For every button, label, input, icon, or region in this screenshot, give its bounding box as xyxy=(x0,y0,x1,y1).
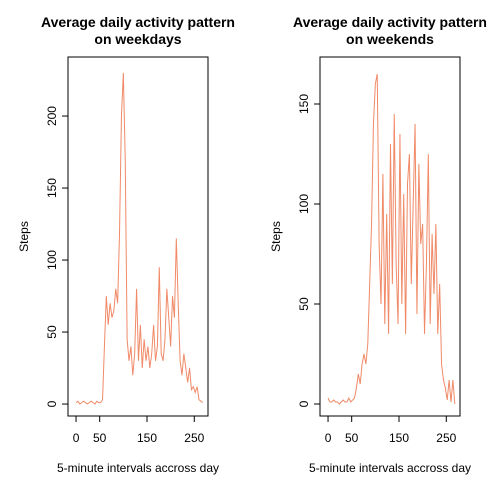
y-tick-label: 0 xyxy=(45,400,59,407)
x-tick-label: 250 xyxy=(436,431,456,445)
x-tick-label: 50 xyxy=(93,431,107,445)
y-tick-label: 150 xyxy=(297,94,311,114)
y-axis-label: Steps xyxy=(17,221,31,252)
x-axis-label: 5-minute intervals accross day xyxy=(309,461,471,475)
y-tick-label: 100 xyxy=(297,194,311,214)
y-tick-label: 0 xyxy=(297,400,311,407)
y-tick-label: 200 xyxy=(45,106,59,126)
x-axis-label: 5-minute intervals accross day xyxy=(57,461,219,475)
chart-title: Average daily activity pattern on weekend… xyxy=(293,14,487,47)
y-tick-label: 50 xyxy=(45,325,59,339)
data-line xyxy=(327,73,456,405)
x-tick-label: 150 xyxy=(137,431,157,445)
x-tick-label: 250 xyxy=(184,431,204,445)
x-tick-label: 0 xyxy=(73,431,80,445)
y-tick-label: 50 xyxy=(297,297,311,311)
y-tick-label: 100 xyxy=(45,250,59,270)
y-tick-label: 150 xyxy=(45,178,59,198)
x-tick-label: 50 xyxy=(345,431,359,445)
y-axis-label: Steps xyxy=(269,221,283,252)
plot-box xyxy=(67,56,209,417)
x-tick-label: 0 xyxy=(325,431,332,445)
x-tick-label: 150 xyxy=(389,431,409,445)
chart-title: Average daily activity pattern on weekday… xyxy=(41,14,235,47)
data-line xyxy=(75,72,204,405)
